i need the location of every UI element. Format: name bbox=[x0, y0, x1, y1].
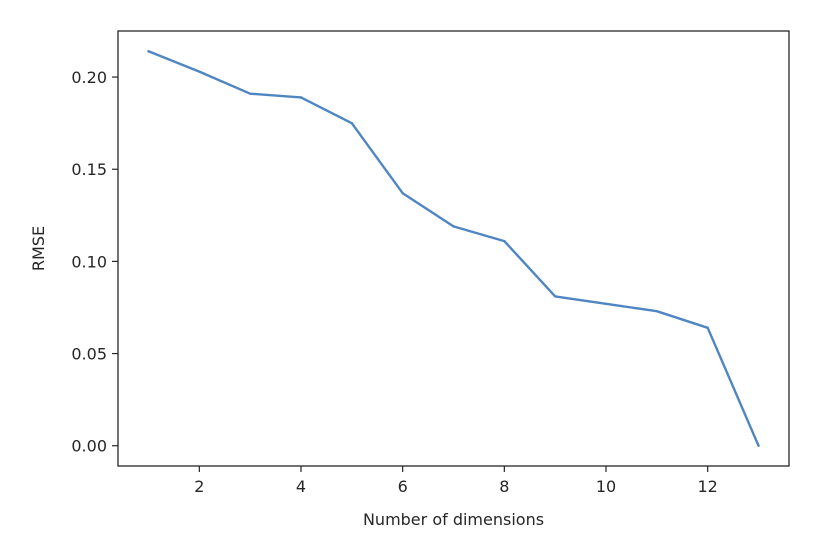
x-tick-label: 12 bbox=[697, 477, 717, 496]
x-axis-ticks: 2 4 6 8 10 12 bbox=[194, 466, 718, 496]
data-point bbox=[757, 444, 760, 447]
x-tick-label: 6 bbox=[398, 477, 408, 496]
data-point bbox=[452, 225, 455, 228]
axes-frame bbox=[117, 30, 790, 467]
data-point bbox=[706, 326, 709, 329]
y-tick-label: 0.10 bbox=[71, 252, 107, 271]
y-tick-label: 0.00 bbox=[71, 437, 107, 456]
data-point bbox=[655, 309, 659, 313]
x-tick-label: 10 bbox=[596, 477, 616, 496]
y-axis-label: RMSE bbox=[29, 226, 48, 271]
data-point bbox=[401, 192, 404, 195]
data-point bbox=[198, 70, 201, 73]
data-point bbox=[503, 239, 506, 243]
data-point bbox=[350, 121, 354, 125]
data-point bbox=[553, 295, 557, 298]
data-point bbox=[248, 92, 252, 95]
y-tick-label: 0.15 bbox=[71, 160, 107, 179]
y-tick-label: 0.20 bbox=[71, 68, 107, 87]
data-point bbox=[147, 50, 150, 53]
y-axis-ticks: 0.00 0.05 0.10 0.15 0.20 bbox=[71, 68, 118, 456]
data-point bbox=[604, 302, 608, 305]
y-tick-label: 0.05 bbox=[71, 345, 107, 364]
x-tick-label: 8 bbox=[499, 477, 509, 496]
x-tick-label: 2 bbox=[194, 477, 204, 496]
data-point bbox=[299, 96, 303, 99]
x-tick-label: 4 bbox=[296, 477, 306, 496]
plot-area bbox=[147, 50, 760, 447]
x-axis-label: Number of dimensions bbox=[363, 510, 544, 529]
